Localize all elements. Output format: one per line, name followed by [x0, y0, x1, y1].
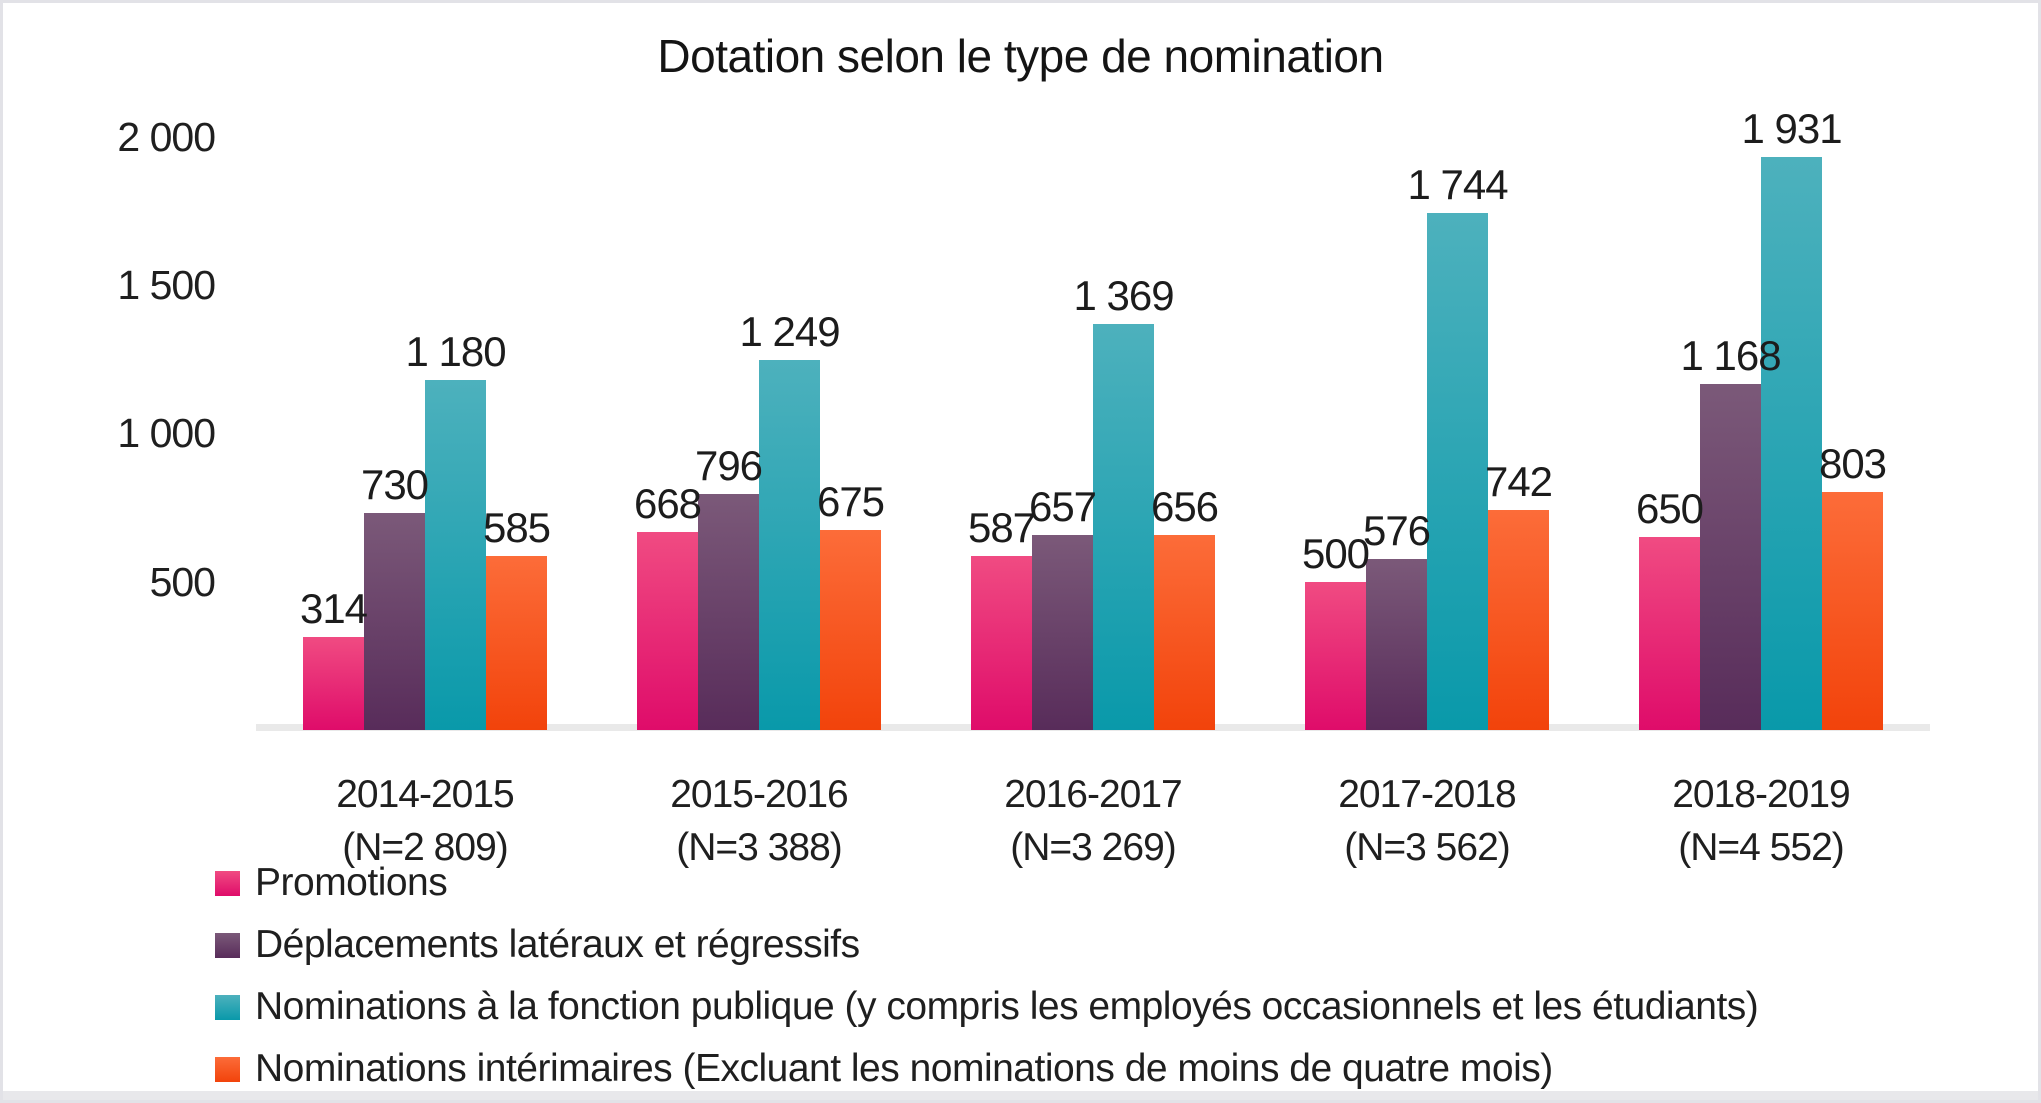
- bar[interactable]: [1700, 384, 1761, 730]
- bar-value-label: 1 168: [1680, 332, 1781, 379]
- bar-value-label: 796: [694, 442, 763, 489]
- bar[interactable]: [425, 380, 486, 730]
- bar[interactable]: [698, 494, 759, 730]
- bar-value-label: 1 249: [739, 308, 840, 355]
- chart-title: Dotation selon le type de nomination: [657, 30, 1384, 82]
- legend-item[interactable]: Déplacements latéraux et régressifs: [215, 914, 1758, 976]
- x-category-label: 2014-2015 (N=2 809): [255, 769, 595, 874]
- bar[interactable]: [1154, 535, 1215, 730]
- x-category-year: 2015-2016: [670, 773, 849, 816]
- bar[interactable]: [1639, 537, 1700, 730]
- bar-value-label: 576: [1362, 507, 1431, 554]
- x-category-n-count: (N=2 809): [342, 826, 509, 869]
- x-category-year: 2016-2017: [1004, 773, 1183, 816]
- x-category-n-count: (N=4 552): [1678, 826, 1845, 869]
- bar-value-label: 730: [360, 461, 429, 508]
- plot-area: 500 1 000 1 500 2 000 314 730 1 180 585 2014-201…: [3, 3, 2038, 1100]
- bar[interactable]: [486, 556, 547, 730]
- bar[interactable]: [759, 360, 820, 730]
- bar-value-label: 314: [299, 585, 368, 632]
- bar-value-label: 657: [1028, 483, 1097, 530]
- bar-value-label: 500: [1301, 530, 1370, 577]
- legend-swatch: [215, 1056, 240, 1082]
- bar-value-label: 587: [967, 504, 1036, 551]
- bar-value-label: 1 180: [405, 328, 506, 375]
- x-category-label: 2015-2016 (N=3 388): [589, 769, 929, 874]
- legend: Promotions Déplacements latéraux et régre…: [215, 852, 1759, 1100]
- x-category-n-count: (N=3 269): [1010, 826, 1177, 869]
- legend-label: Nominations à la fonction publique (y co…: [255, 985, 1759, 1028]
- bar[interactable]: [1305, 582, 1366, 730]
- bar[interactable]: [1761, 157, 1822, 730]
- bar-value-label: 1 931: [1741, 105, 1842, 152]
- bar[interactable]: [1366, 559, 1427, 730]
- x-category-year: 2017-2018: [1338, 773, 1517, 816]
- legend-item[interactable]: Nominations intérimaires (Excluant les n…: [215, 1038, 1758, 1100]
- legend-item[interactable]: Promotions: [215, 852, 1758, 914]
- bar[interactable]: [1427, 213, 1488, 730]
- legend-label: Déplacements latéraux et régressifs: [255, 923, 860, 966]
- x-category-year: 2018-2019: [1672, 773, 1851, 816]
- bar[interactable]: [1488, 510, 1549, 730]
- bar[interactable]: [971, 556, 1032, 730]
- legend-label: Nominations intérimaires (Excluant les n…: [255, 1047, 1553, 1090]
- x-category-year: 2014-2015: [336, 773, 515, 816]
- bar[interactable]: [1822, 492, 1883, 730]
- legend-item[interactable]: Nominations à la fonction publique (y co…: [215, 976, 1759, 1038]
- y-tick-label: 500: [149, 558, 216, 605]
- bar-value-label: 675: [816, 478, 885, 525]
- y-tick-label: 1 500: [117, 262, 216, 309]
- bar[interactable]: [820, 530, 881, 730]
- bar-value-label: 742: [1484, 458, 1553, 505]
- x-category-label: 2017-2018 (N=3 562): [1257, 769, 1597, 874]
- bar-value-label: 803: [1818, 440, 1887, 487]
- x-category-label: 2018-2019 (N=4 552): [1591, 769, 1931, 874]
- bar[interactable]: [303, 637, 364, 730]
- bar-value-label: 668: [633, 480, 702, 527]
- bar-value-label: 585: [482, 504, 551, 551]
- bottom-edge-strip: [3, 1091, 2038, 1100]
- x-category-n-count: (N=3 388): [676, 826, 843, 869]
- x-category-label: 2016-2017 (N=3 269): [923, 769, 1263, 874]
- bar-value-label: 1 369: [1073, 272, 1174, 319]
- y-tick-label: 2 000: [117, 113, 216, 160]
- legend-swatch: [215, 870, 240, 896]
- bar-value-label: 656: [1150, 483, 1219, 530]
- bar[interactable]: [637, 532, 698, 730]
- bar-value-label: 1 744: [1407, 161, 1508, 208]
- bar[interactable]: [364, 513, 425, 730]
- legend-swatch: [215, 932, 240, 958]
- y-tick-label: 1 000: [117, 410, 216, 457]
- bar[interactable]: [1032, 535, 1093, 730]
- bar[interactable]: [1093, 324, 1154, 730]
- bar-value-label: 650: [1635, 485, 1704, 532]
- legend-label: Promotions: [255, 861, 448, 904]
- legend-swatch: [215, 994, 240, 1020]
- x-category-n-count: (N=3 562): [1344, 826, 1511, 869]
